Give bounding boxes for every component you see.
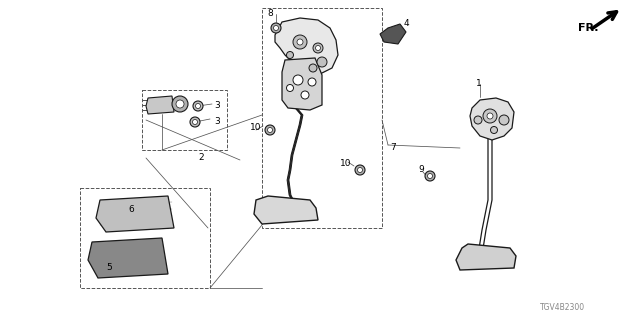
Circle shape bbox=[309, 64, 317, 72]
Text: 7: 7 bbox=[390, 143, 396, 153]
Circle shape bbox=[293, 75, 303, 85]
Circle shape bbox=[499, 115, 509, 125]
Circle shape bbox=[358, 167, 362, 172]
Circle shape bbox=[287, 52, 294, 59]
Circle shape bbox=[297, 39, 303, 45]
Circle shape bbox=[190, 117, 200, 127]
Circle shape bbox=[316, 45, 321, 51]
Text: 6: 6 bbox=[128, 205, 134, 214]
Polygon shape bbox=[275, 18, 338, 78]
Circle shape bbox=[268, 127, 273, 132]
Circle shape bbox=[265, 125, 275, 135]
Circle shape bbox=[301, 91, 309, 99]
Circle shape bbox=[195, 103, 200, 108]
Circle shape bbox=[193, 101, 203, 111]
Circle shape bbox=[487, 113, 493, 119]
Text: 10: 10 bbox=[250, 124, 262, 132]
Polygon shape bbox=[470, 98, 514, 140]
Polygon shape bbox=[380, 24, 406, 44]
Circle shape bbox=[193, 119, 198, 124]
Circle shape bbox=[308, 78, 316, 86]
Circle shape bbox=[172, 96, 188, 112]
Circle shape bbox=[490, 126, 497, 133]
Circle shape bbox=[474, 116, 482, 124]
Text: 3: 3 bbox=[214, 116, 220, 125]
Circle shape bbox=[425, 171, 435, 181]
Text: 4: 4 bbox=[404, 20, 410, 28]
Circle shape bbox=[313, 43, 323, 53]
Circle shape bbox=[355, 165, 365, 175]
Bar bbox=[142, 90, 227, 150]
Text: 3: 3 bbox=[214, 101, 220, 110]
Circle shape bbox=[273, 26, 278, 30]
Polygon shape bbox=[282, 58, 322, 110]
Text: 1: 1 bbox=[476, 79, 482, 89]
Polygon shape bbox=[456, 244, 516, 270]
Bar bbox=[80, 188, 210, 288]
Polygon shape bbox=[88, 238, 168, 278]
Bar bbox=[262, 8, 382, 228]
Text: 10: 10 bbox=[340, 159, 351, 169]
Circle shape bbox=[293, 35, 307, 49]
Polygon shape bbox=[146, 96, 174, 114]
Polygon shape bbox=[254, 196, 318, 224]
Text: TGV4B2300: TGV4B2300 bbox=[540, 303, 585, 313]
Text: 9: 9 bbox=[418, 165, 424, 174]
Polygon shape bbox=[96, 196, 174, 232]
Text: 2: 2 bbox=[198, 154, 204, 163]
Text: FR.: FR. bbox=[578, 23, 598, 33]
Circle shape bbox=[176, 100, 184, 108]
Circle shape bbox=[271, 23, 281, 33]
Circle shape bbox=[483, 109, 497, 123]
Text: 8: 8 bbox=[267, 10, 273, 19]
Circle shape bbox=[287, 84, 294, 92]
Circle shape bbox=[317, 57, 327, 67]
Circle shape bbox=[428, 173, 433, 179]
Text: 5: 5 bbox=[106, 263, 112, 273]
